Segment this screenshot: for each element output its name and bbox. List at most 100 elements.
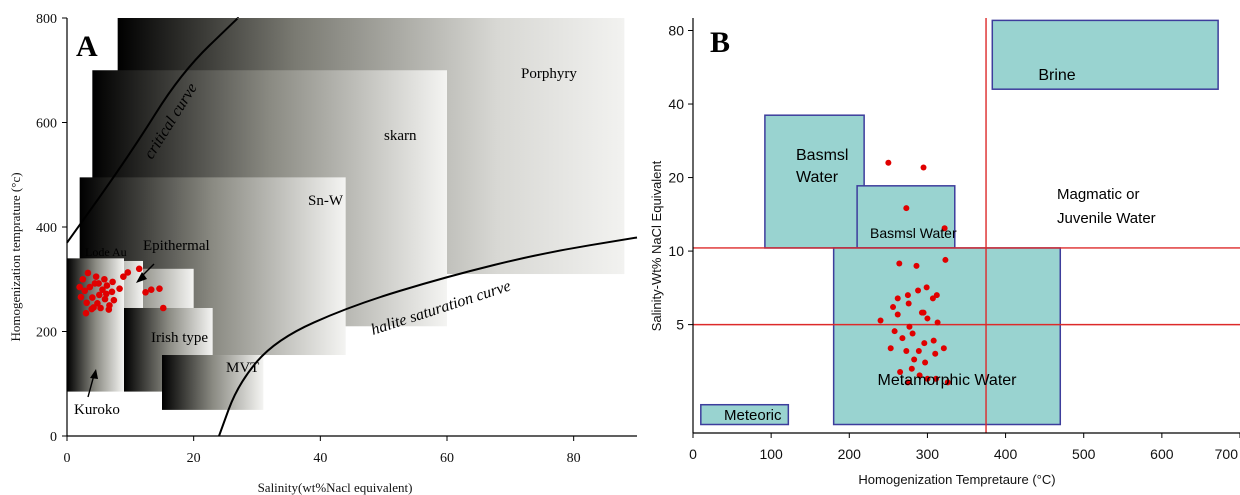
region-metamorphic-water [832,247,1062,426]
panel-b-points [877,159,951,386]
data-point [922,359,929,366]
data-point [916,372,923,379]
region-brine [991,19,1219,90]
data-point [99,286,106,294]
data-point [894,295,901,302]
data-point [896,260,903,267]
panel-a-y-tick-label: 400 [36,221,57,236]
data-point [84,269,92,277]
annotation-magmatic-water: Magmatic or Juvenile Water [1057,186,1156,227]
data-point [135,265,143,273]
data-point [142,289,149,296]
region-label-basmsl-water: Basmsl Water [796,147,853,186]
region-mvt [162,355,264,410]
data-point [891,328,898,335]
panel-a-x-tick-label: 40 [313,451,327,466]
data-point [903,205,910,212]
panel-b-axes: 0 100 200 300 400 500 600 700 5 10 20 40 80 [668,18,1240,462]
data-point [934,319,941,326]
panel-a-y-tick-label: 600 [36,117,57,132]
data-point [924,375,931,382]
data-point [933,292,940,299]
data-point [109,278,116,286]
region-label-meteoric: Meteoric [724,407,782,424]
panel-b-y-tick-label: 40 [668,96,684,112]
data-point [120,273,127,280]
data-point [76,283,83,291]
region-label-skarn: skarn [384,128,417,144]
data-point [905,300,912,307]
region-label-metamorphic-water: Metamorphic Water [878,372,1018,389]
data-point [887,345,894,352]
data-point [83,299,90,307]
data-point [915,347,922,354]
panel-b-x-tick-label: 0 [689,446,697,462]
region-label-sea-water: Basmsl Water [870,225,957,241]
data-point [124,269,132,276]
panel-b-labels: B Brine Basmsl Water Basmsl Water Metamo… [649,26,1156,487]
region-label-mvt: MVT [226,360,259,376]
data-point [906,323,913,330]
data-point [890,304,897,311]
panel-a-x-axis-title: Salinity(wt%Nacl equivalent) [258,480,413,495]
data-point [147,286,155,294]
panel-b-y-tick-label: 10 [668,243,684,259]
panel-b-reference-lines [693,18,1240,433]
data-point [940,345,947,352]
data-point [92,273,100,280]
panel-b-x-tick-label: 600 [1150,446,1174,462]
data-point [924,315,931,322]
data-point [894,311,901,318]
data-point [920,309,927,316]
data-point [90,304,97,311]
region-label-porphyry: Porphyry [521,66,577,82]
panel-a-x-tick-label: 60 [440,451,454,466]
data-point [915,287,922,294]
panel-a-x-tick-label: 80 [567,451,581,466]
data-point [156,285,163,292]
panel-a-labels: A Porphyry skarn Sn-W Epithermal Lode Au… [8,30,577,495]
panel-b-x-tick-label: 700 [1215,446,1239,462]
data-point [897,368,904,375]
panel-b-y-tick-label: 5 [676,317,684,333]
data-point [899,335,906,342]
panel-b-y-tick-label: 80 [668,22,684,38]
data-point [921,340,928,347]
data-point [932,350,939,357]
data-point [908,365,915,372]
panel-b-x-tick-label: 400 [994,446,1018,462]
curve-halite-saturation-curve [218,236,638,437]
region-meteoric [700,403,790,426]
data-point [82,309,90,317]
data-point [913,262,920,269]
data-point [96,291,103,299]
panel-b-letter: B [710,26,730,59]
data-point [877,317,884,324]
panel-a-x-tick-label: 0 [64,451,71,466]
data-point [103,282,111,289]
panel-b-y-axis-title: Salinity-Wt% NaCl Equivalent [649,160,664,331]
data-point [911,356,918,363]
data-point [81,287,89,295]
curve-critical-curve [66,16,239,244]
panel-b-regions [700,19,1219,426]
data-point [110,296,118,304]
panel-a-y-tick-label: 800 [36,12,57,27]
panel-a-curves [66,16,638,437]
data-point [89,294,96,301]
panel-b-x-tick-label: 100 [759,446,783,462]
region-label-brine: Brine [1038,67,1075,84]
region-label-epithermal: Epithermal [143,238,210,254]
data-point [77,293,85,301]
data-point [920,164,927,171]
panel-a-y-axis-title: Homogenization temprature (°c) [8,172,23,341]
data-point [95,280,102,287]
panel-b-x-axis-title: Homogenization Tempretaure (°C) [858,472,1055,487]
data-point [941,225,948,232]
data-point [904,292,911,299]
panel-b-x-tick-label: 200 [838,446,862,462]
data-point [904,379,911,386]
epithermal-arrow [136,263,155,283]
